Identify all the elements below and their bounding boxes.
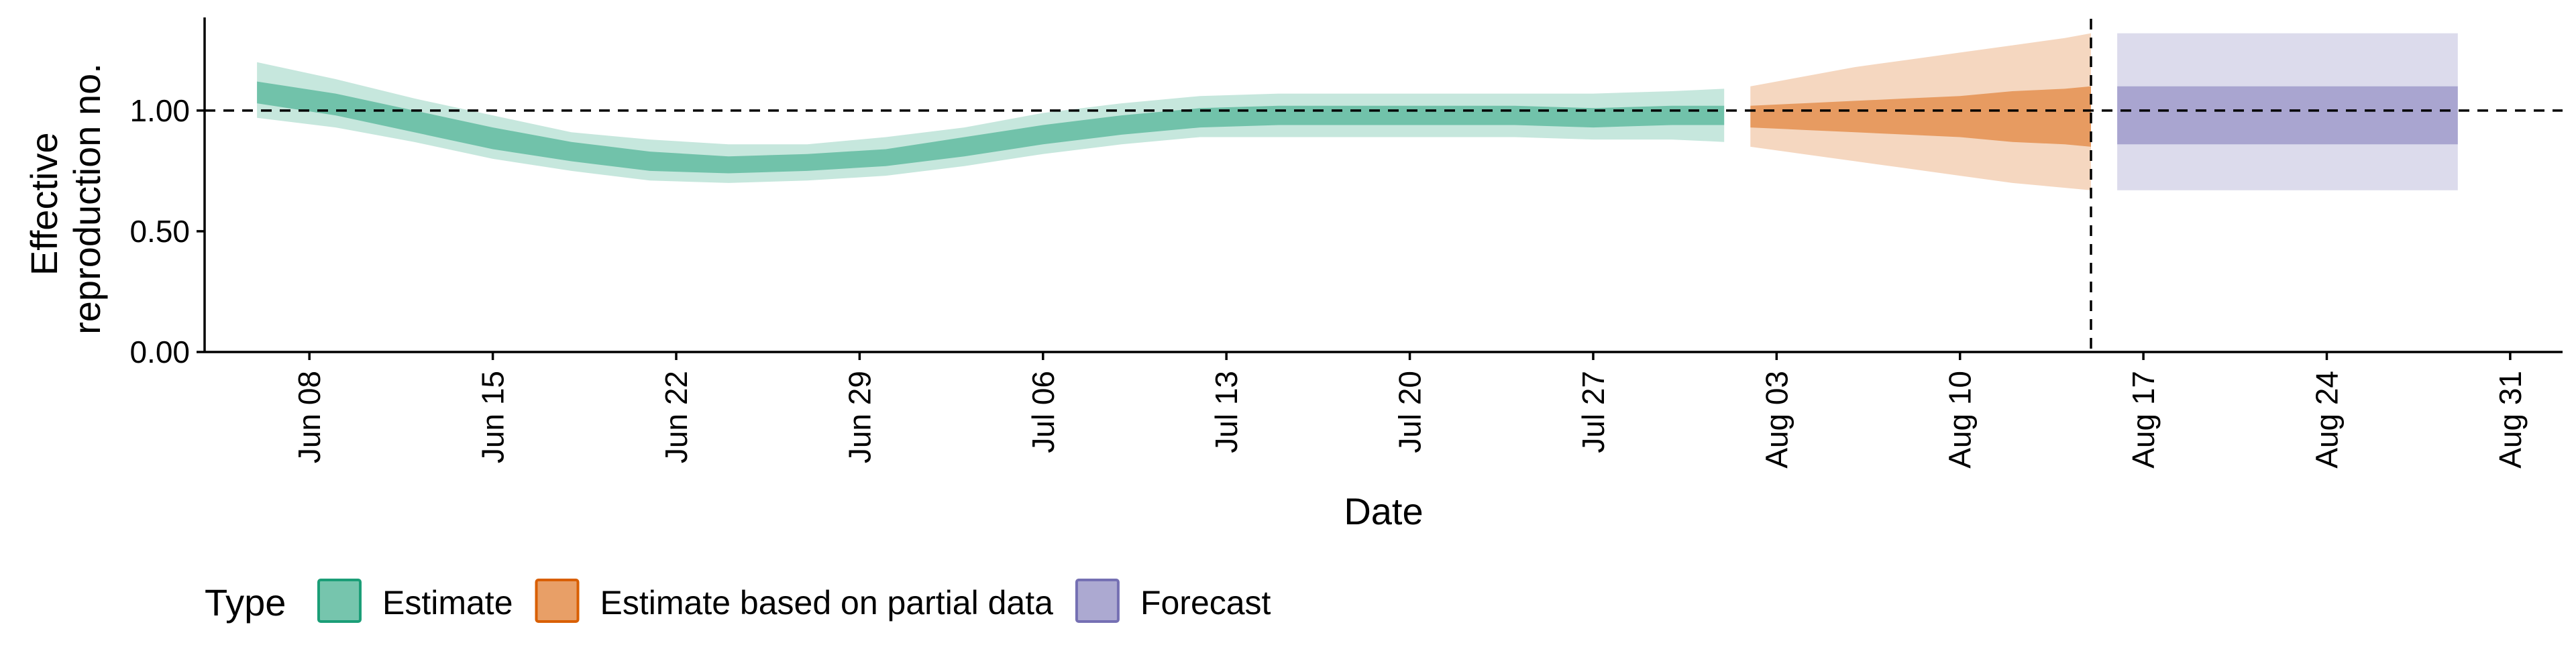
x-axis-title: Date	[1344, 490, 1423, 532]
x-tick-label: Jun 15	[476, 371, 511, 463]
legend-label-forecast: Forecast	[1140, 584, 1271, 622]
axes-layer: 0.00 0.50 1.00 Jun 08 Jun 15 Jun 22 Jun 29 Jul …	[129, 17, 2563, 469]
x-tick-label: Aug 10	[1943, 371, 1978, 469]
x-tick-label: Aug 03	[1759, 371, 1794, 469]
y-axis-title-line-2: reproduction no.	[66, 63, 108, 335]
x-tick-label: Jun 08	[292, 371, 327, 463]
legend-title: Type	[205, 581, 286, 624]
x-tick-label: Jul 27	[1576, 371, 1611, 453]
x-tick-label: Jul 06	[1026, 371, 1061, 453]
forecast-ribbon-50	[2117, 86, 2458, 145]
y-axis-title: Effective reproduction no.	[23, 63, 108, 335]
estimate-ribbon-50	[257, 81, 1725, 174]
legend-key-estimate-based-on-partial-data	[535, 579, 580, 623]
y-tick-label: 0.00	[129, 335, 190, 369]
x-tick-label: Aug 31	[2493, 371, 2528, 469]
legend-label-estimate-based-on-partial-data: Estimate based on partial data	[600, 584, 1054, 622]
y-tick-label: 0.50	[129, 214, 190, 249]
bands-layer	[257, 33, 2458, 190]
legend-label-estimate: Estimate	[382, 584, 513, 622]
estimate-based-on-partial-data-ribbon-50	[1750, 86, 2091, 147]
x-tick-label: Jul 20	[1393, 371, 1428, 453]
x-tick-label: Aug 17	[2126, 371, 2161, 469]
y-axis-title-line-1: Effective	[23, 132, 65, 276]
axis-titles: Date Effective reproduction no.	[23, 63, 1424, 532]
x-tick-label: Jul 13	[1209, 371, 1244, 453]
x-tick-label: Aug 24	[2310, 371, 2345, 469]
x-tick-label: Jun 22	[659, 371, 694, 463]
legend-key-estimate	[317, 579, 362, 623]
x-tick-label: Jun 29	[842, 371, 877, 463]
y-tick-label: 1.00	[129, 93, 190, 128]
legend-key-forecast	[1075, 579, 1120, 623]
legend: Type Estimate Estimate based on partial d…	[205, 579, 1271, 624]
